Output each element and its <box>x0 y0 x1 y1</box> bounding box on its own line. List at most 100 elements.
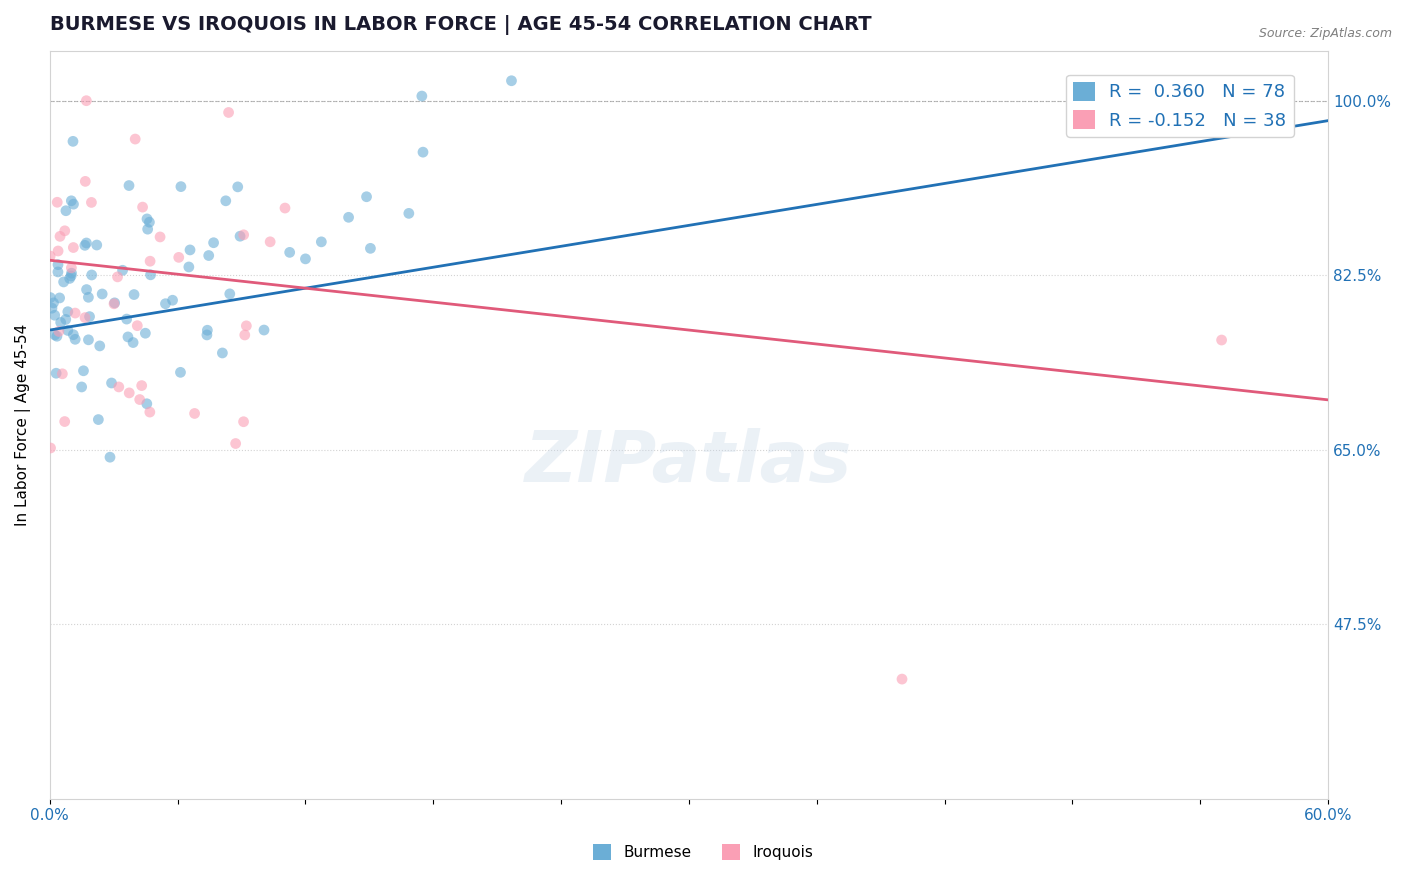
Point <box>311 235 333 249</box>
Point <box>39 249 62 263</box>
Point <box>48 291 70 305</box>
Point <box>39 291 62 305</box>
Point <box>225 436 247 450</box>
Point <box>79 310 101 324</box>
Point <box>232 227 254 242</box>
Point <box>77 333 100 347</box>
Point <box>139 254 162 268</box>
Point <box>131 378 153 392</box>
Point <box>138 215 160 229</box>
Point <box>179 243 201 257</box>
Point <box>39 441 62 455</box>
Point <box>56 323 79 337</box>
Point <box>107 380 129 394</box>
Point <box>75 174 97 188</box>
Point <box>170 179 193 194</box>
Point <box>149 230 172 244</box>
Point <box>177 260 200 274</box>
Point <box>278 245 301 260</box>
Point <box>1211 333 1233 347</box>
Point <box>235 318 257 333</box>
Point <box>411 89 433 103</box>
Y-axis label: In Labor Force | Age 45-54: In Labor Force | Age 45-54 <box>15 324 31 526</box>
Point <box>75 235 97 250</box>
Point <box>60 266 83 280</box>
Point <box>53 224 76 238</box>
Point <box>169 365 191 379</box>
Point <box>45 366 67 380</box>
Point <box>55 203 77 218</box>
Point <box>183 407 205 421</box>
Point <box>111 263 134 277</box>
Point <box>104 296 127 310</box>
Point <box>80 268 103 282</box>
Point <box>398 206 420 220</box>
Point <box>62 197 84 211</box>
Point <box>232 415 254 429</box>
Point <box>139 268 162 282</box>
Point <box>73 238 96 252</box>
Point <box>215 194 238 208</box>
Point <box>89 339 111 353</box>
Point <box>356 190 378 204</box>
Point <box>128 392 150 407</box>
Point <box>103 297 125 311</box>
Point <box>52 275 75 289</box>
Point <box>1146 103 1168 118</box>
Legend: Burmese, Iroquois: Burmese, Iroquois <box>586 838 820 866</box>
Point <box>218 286 240 301</box>
Point <box>233 328 256 343</box>
Point <box>55 312 77 326</box>
Point <box>77 290 100 304</box>
Point <box>253 323 276 337</box>
Point <box>46 195 69 210</box>
Point <box>63 306 86 320</box>
Point <box>59 271 82 285</box>
Point <box>195 327 218 342</box>
Point <box>226 180 249 194</box>
Point <box>197 248 219 262</box>
Point <box>49 229 72 244</box>
Point <box>122 335 145 350</box>
Point <box>62 241 84 255</box>
Point <box>60 194 83 208</box>
Point <box>76 283 98 297</box>
Point <box>131 200 153 214</box>
Point <box>73 310 96 325</box>
Point <box>139 405 162 419</box>
Point <box>1168 103 1191 118</box>
Point <box>195 323 218 337</box>
Point <box>41 301 63 315</box>
Point <box>100 376 122 390</box>
Point <box>60 268 83 283</box>
Point <box>167 251 190 265</box>
Point <box>229 229 252 244</box>
Point <box>127 318 149 333</box>
Point <box>49 315 72 329</box>
Point <box>42 296 65 310</box>
Point <box>202 235 225 250</box>
Point <box>134 326 156 341</box>
Point <box>218 105 240 120</box>
Point <box>53 415 76 429</box>
Point <box>62 327 84 342</box>
Point <box>259 235 281 249</box>
Point <box>211 346 233 360</box>
Point <box>136 211 159 226</box>
Point <box>45 329 67 343</box>
Text: BURMESE VS IROQUOIS IN LABOR FORCE | AGE 45-54 CORRELATION CHART: BURMESE VS IROQUOIS IN LABOR FORCE | AGE… <box>49 15 872 35</box>
Point <box>122 287 145 301</box>
Point <box>63 332 86 346</box>
Point <box>412 145 434 160</box>
Point <box>98 450 121 465</box>
Legend: R =  0.360   N = 78, R = -0.152   N = 38: R = 0.360 N = 78, R = -0.152 N = 38 <box>1066 75 1294 137</box>
Point <box>86 238 108 252</box>
Point <box>46 244 69 258</box>
Point <box>107 269 129 284</box>
Point <box>62 134 84 148</box>
Point <box>337 211 360 225</box>
Point <box>51 367 73 381</box>
Point <box>124 132 146 146</box>
Point <box>44 308 66 322</box>
Point <box>56 304 79 318</box>
